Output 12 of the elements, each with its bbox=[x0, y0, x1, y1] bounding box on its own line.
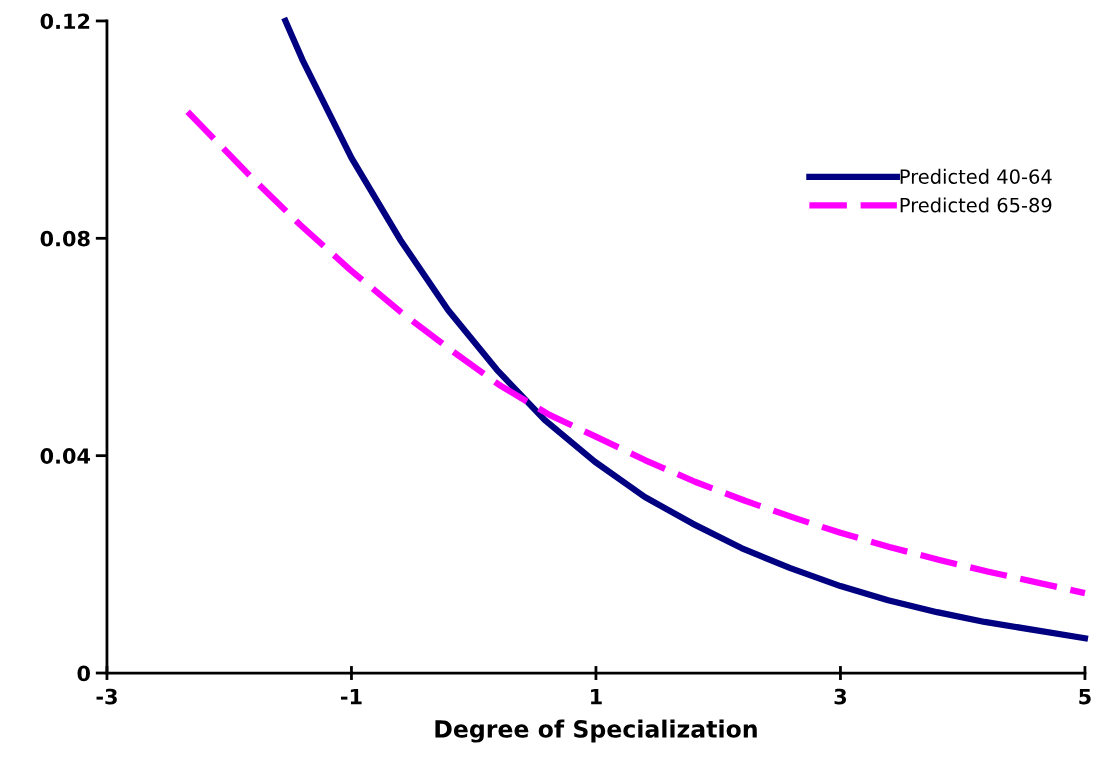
x-axis-title: Degree of Specialization bbox=[435, 719, 757, 743]
y-tick-label: 0 bbox=[77, 665, 90, 682]
legend-label: Predicted 65-89 bbox=[900, 197, 1052, 213]
x-tick-label: -1 bbox=[341, 688, 362, 705]
legend-label: Predicted 40-64 bbox=[900, 168, 1052, 184]
x-tick-label: -3 bbox=[96, 688, 117, 705]
y-tick-label: 0.12 bbox=[40, 13, 90, 30]
x-tick-label: 1 bbox=[591, 688, 602, 705]
y-tick-label: 0.04 bbox=[40, 448, 91, 464]
y-tick-label: 0.08 bbox=[40, 230, 90, 247]
x-tick-label: 3 bbox=[834, 688, 847, 705]
x-tick-label: 5 bbox=[1079, 688, 1091, 705]
